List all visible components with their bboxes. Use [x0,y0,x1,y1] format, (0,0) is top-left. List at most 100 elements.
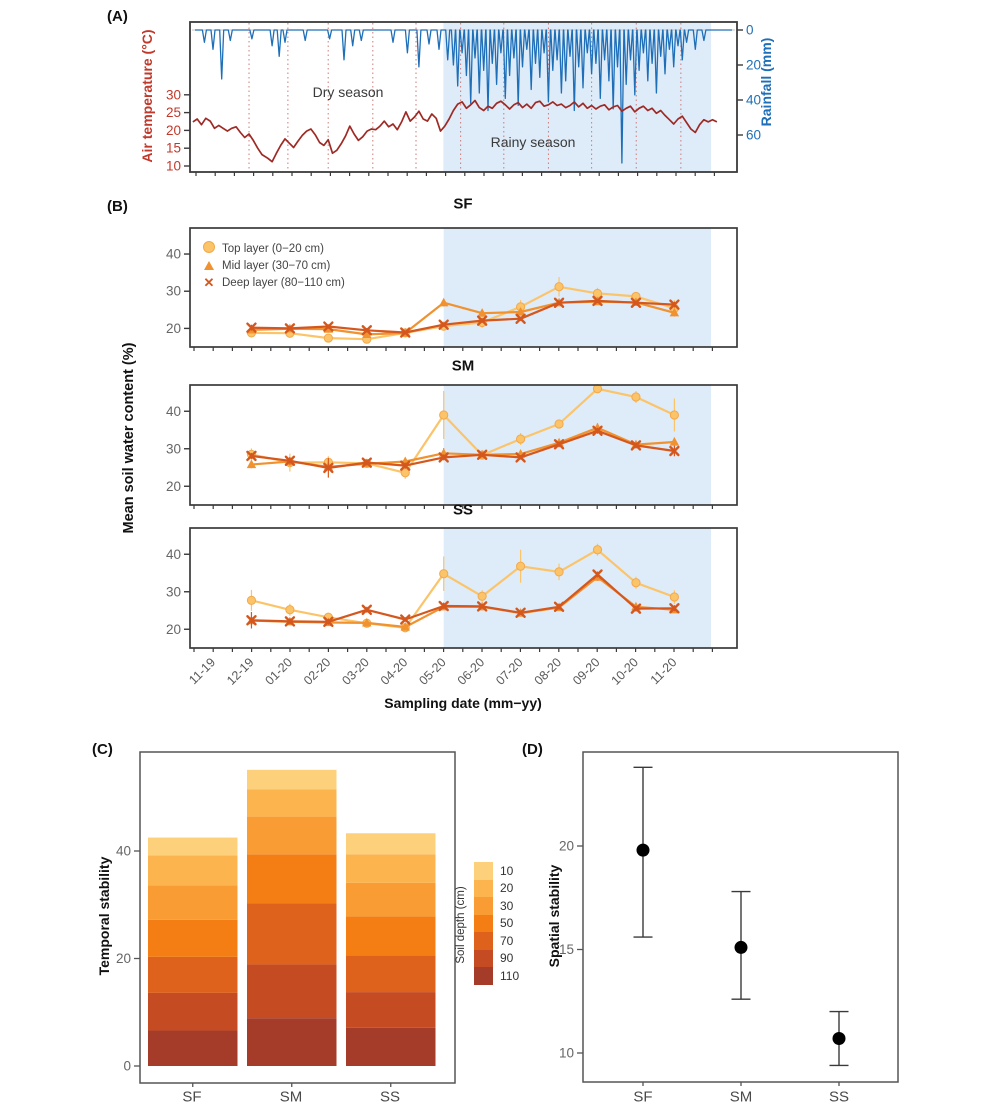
temp-tick-label: 10 [166,159,181,174]
deep-layer-marker [323,321,334,332]
depth-label: 110 [500,968,520,983]
deep-layer-marker [284,323,296,334]
top-layer-line [251,285,675,341]
deep-layer-marker [553,601,565,612]
y-tick-label: 40 [116,844,131,859]
top-layer-marker [592,384,603,394]
stack-segment-sm-depth10 [247,769,337,790]
deep-layer-marker-icon: ✕ [203,274,215,290]
y-tick-label: 0 [123,1059,131,1074]
c-category-sf: SF [182,1088,202,1106]
y-tick-label: 40 [166,547,181,562]
deep-layer-marker [630,297,642,308]
top-layer-marker [554,419,564,429]
deep-layer-marker [553,439,565,450]
top-layer-marker-icon [203,240,215,253]
depth-label: 20 [500,881,514,896]
rainy-season-shade [443,385,711,505]
deep-layer-marker [361,457,372,468]
date-tick-label: 12-19 [224,655,257,688]
date-tick-label: 03-20 [339,655,372,688]
depth-swatch [474,897,493,915]
date-tick-label: 05-20 [416,655,449,688]
y-tick-label: 40 [166,404,181,419]
stack-segment-ss-depth50 [346,916,436,956]
soil-depth-legend-item: 50 [474,914,519,932]
deep-layer-marker [400,460,411,471]
subplot-ss: 20 30 40 [166,527,738,652]
depth-label: 70 [500,933,514,948]
subplot-title-sf: SF [453,195,473,213]
date-tick-label: 11-19 [186,655,218,687]
soil-depth-legend-title: Soil depth (cm) [455,886,467,964]
subplot-sm: 20 30 40 [166,384,738,509]
deep-layer-marker [361,604,372,615]
legend-item-mid-layer: Mid layer (30−70 cm) [203,259,345,272]
deep-layer-line [251,573,675,623]
panel-b-label: (B) [107,198,128,215]
deep-layer-marker [400,614,411,625]
top-layer-marker [631,392,641,402]
rainy-season-shade [443,528,711,648]
depth-swatch [474,879,493,897]
top-layer-marker [516,561,526,571]
date-tick-label: 04-20 [378,655,411,688]
deep-layer-marker [323,462,334,474]
soil-depth-legend-item: 70 [474,932,519,950]
stack-segment-ss-depth70 [346,955,436,993]
soil-depth-legend-item: 90 [474,949,519,967]
top-layer-marker [439,569,449,579]
legend-label: Top layer (0−20 cm) [222,242,324,255]
deep-layer-line [251,429,675,469]
deep-layer-marker [592,425,603,436]
deep-layer-marker [553,297,565,308]
mean-point-sf [636,843,650,857]
d-category-ss: SS [828,1088,850,1106]
mid-layer-marker [669,437,680,446]
soil-depth-legend-item: 10 [474,862,519,880]
deep-layer-marker [515,452,526,463]
deep-layer-marker [246,615,257,626]
rain-tick-label: 20 [746,58,761,73]
depth-swatch [474,932,493,950]
top-layer-marker [669,410,680,420]
depth-swatch [474,949,493,967]
depth-swatch [474,862,493,880]
rainfall-axis-title: Rainfall (mm) [758,37,774,127]
date-tick-label: 08-20 [532,655,565,688]
rain-tick-label: 0 [746,23,754,38]
depth-swatch [474,967,493,985]
mid-layer-marker [246,459,257,469]
depth-label: 10 [500,863,514,878]
temp-tick-label: 30 [166,87,181,102]
mid-layer-marker [362,617,372,627]
y-tick-label: 20 [166,321,181,336]
stack-segment-sf-depth90 [148,992,238,1031]
legend-label: Deep layer (80−110 cm) [222,276,345,289]
temperature-series-line [192,99,718,163]
date-tick-label: 10-20 [609,655,642,688]
date-tick-label: 06-20 [455,655,488,688]
mid-layer-marker-icon [204,260,214,270]
deep-layer-marker [476,315,488,326]
y-tick-label: 20 [166,622,181,637]
top-layer-marker [439,410,449,420]
mid-layer-marker [515,307,526,316]
deep-layer-line [251,299,675,334]
legend-item-top-layer: Top layer (0−20 cm) [203,240,345,255]
dry-season-annotation: Dry season [312,84,384,100]
rainy-season-shade [443,228,711,347]
temporal-stability-axis-title: Temporal stability [96,856,112,976]
subplot-title-sm: SM [451,357,475,375]
depth-swatch [474,914,493,932]
top-layer-marker [246,595,257,605]
rain-tick-label: 40 [746,93,761,108]
stack-segment-sm-depth20 [247,789,337,817]
top-layer-marker [554,567,564,577]
stack-segment-ss-depth20 [346,854,436,883]
panel-a-frame [189,21,738,173]
stack-segment-sm-depth90 [247,964,337,1019]
panel-d-chart: 10 15 20 [559,751,899,1086]
deep-layer-marker [284,616,296,627]
